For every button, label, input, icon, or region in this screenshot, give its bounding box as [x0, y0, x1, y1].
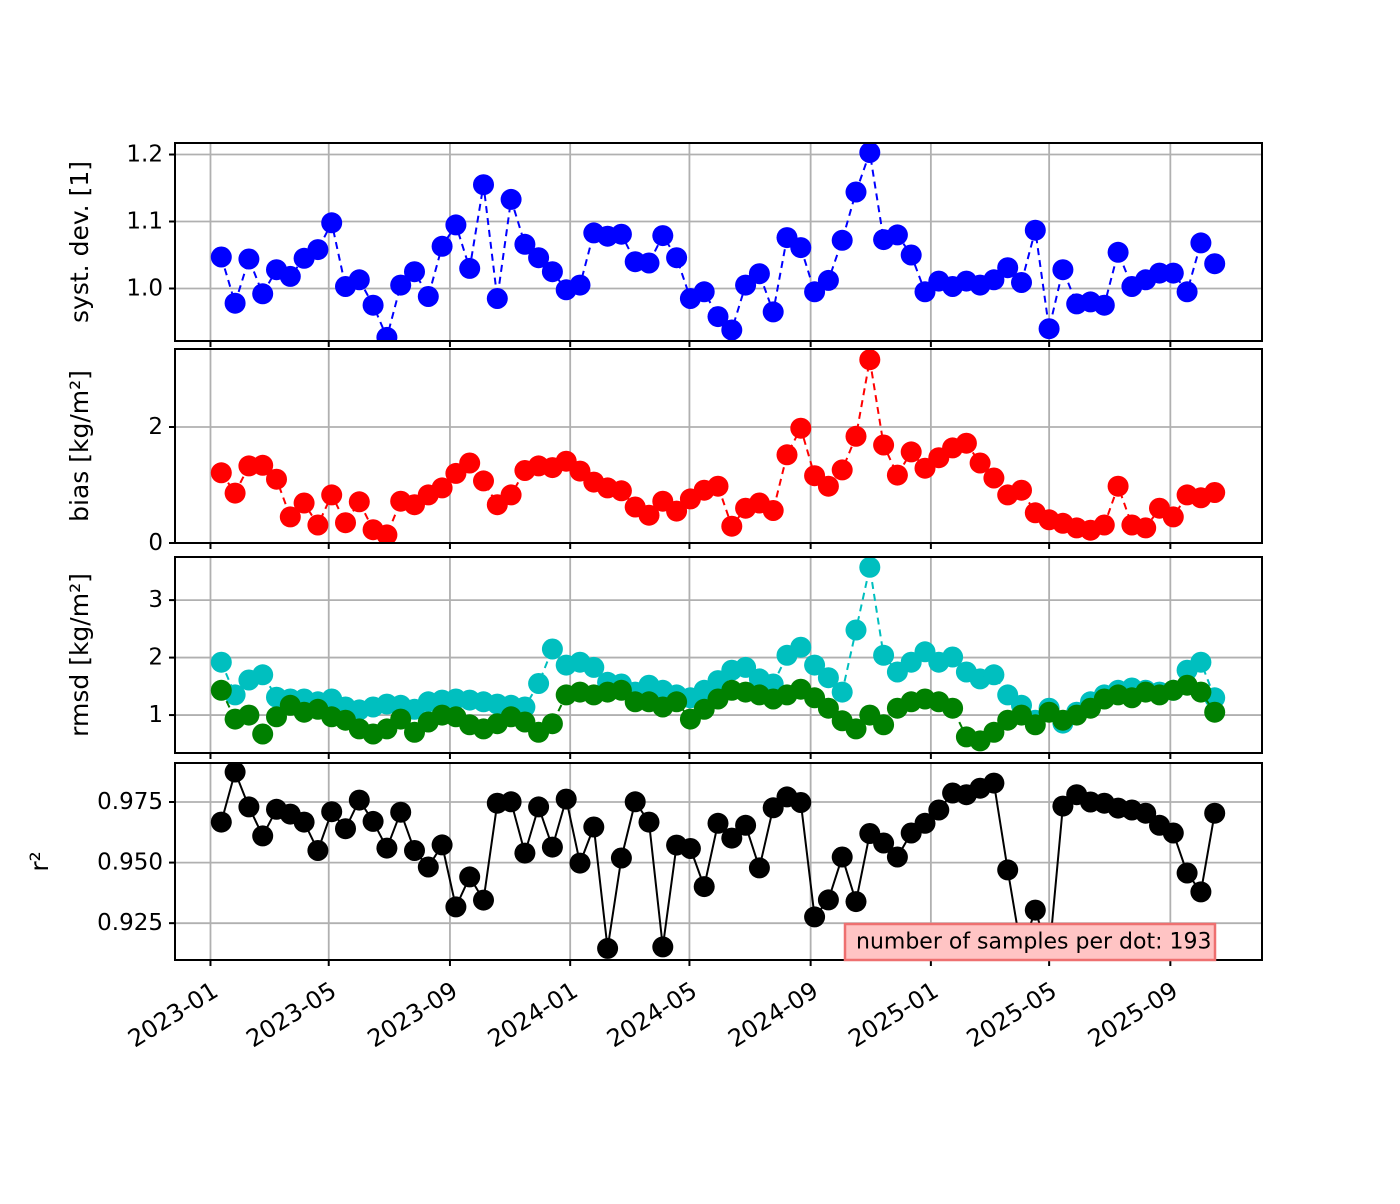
ytick-labels-syst-dev: 1.0 1.1 1.2: [126, 142, 163, 302]
panel-border-bias: [174, 348, 1263, 544]
ytick-label: 1.0: [126, 275, 163, 301]
grid-syst-dev: [175, 143, 1262, 341]
ytick-label: 2: [148, 414, 163, 440]
panel-rmsd: 1 2 3 rmsd [kg/m²]: [65, 556, 1263, 759]
series-group-rmsd: [210, 557, 1226, 752]
ytick-label: 0.925: [97, 910, 163, 936]
ytick-labels-rmsd: 1 2 3: [148, 587, 163, 728]
ytick-label: 0.950: [97, 850, 163, 876]
ytick-labels-bias: 02: [148, 414, 163, 556]
markers-syst-dev: [210, 143, 1226, 341]
ylabel-bias: bias [kg/m²]: [65, 370, 94, 522]
ytick-label: 2: [148, 645, 163, 671]
ytick-label: 3: [148, 587, 163, 613]
panel-syst-dev: 1.0 1.1 1.2 syst. dev. [1]: [65, 142, 1263, 347]
ytick-labels-r2: 0.925 0.950 0.975: [97, 789, 163, 936]
ylabel-r2: r²: [25, 851, 54, 871]
markers-bias: [210, 349, 1226, 543]
ytick-label: 1.1: [126, 209, 163, 235]
panel-border-syst-dev: [174, 142, 1263, 342]
ylabel-syst-dev: syst. dev. [1]: [65, 161, 94, 323]
annotation-box: [843, 922, 1217, 962]
samples-annotation: number of samples per dot: 193: [843, 922, 1217, 962]
panel-border-rmsd: [174, 556, 1263, 754]
annotation-text: number of samples per dot: 193: [856, 930, 1211, 955]
ytick-label: 0: [148, 530, 163, 556]
markers-rmsd-green: [210, 674, 1226, 752]
panel-border-r2: [174, 762, 1263, 961]
ylabel-rmsd: rmsd [kg/m²]: [65, 573, 94, 737]
ytick-label: 1.2: [126, 142, 163, 168]
ytick-label: 0.975: [97, 789, 163, 815]
series-group-syst-dev: [210, 143, 1226, 341]
ytick-label: 1: [148, 702, 163, 728]
series-group-bias: [210, 349, 1226, 543]
